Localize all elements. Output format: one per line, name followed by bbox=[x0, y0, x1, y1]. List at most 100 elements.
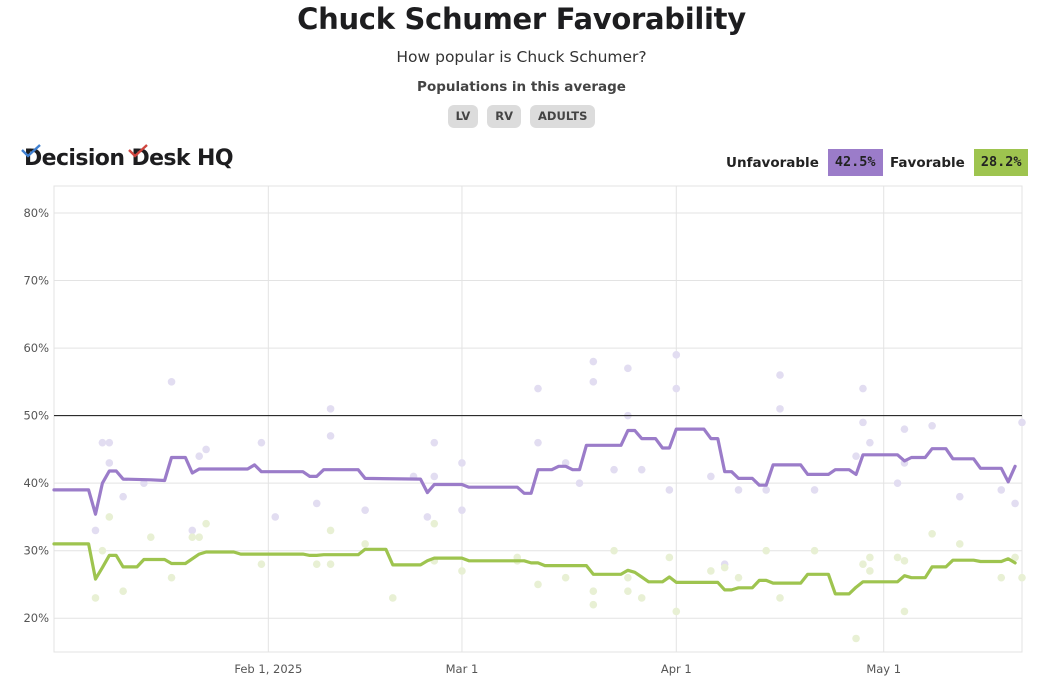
unfavorable-poll-dot bbox=[1011, 499, 1019, 508]
population-adults-button[interactable]: ADULTS bbox=[530, 105, 596, 128]
blue-check-icon bbox=[21, 144, 41, 158]
favorable-poll-dot bbox=[762, 546, 770, 555]
unfavorable-poll-dot bbox=[928, 421, 936, 430]
favorable-poll-dot bbox=[859, 560, 867, 569]
legend-favorable: Favorable 28.2% bbox=[890, 149, 1029, 176]
favorable-poll-dot bbox=[257, 560, 266, 569]
unfavorable-poll-dot bbox=[900, 425, 909, 433]
unfavorable-poll-dot bbox=[776, 371, 784, 379]
favorable-poll-dot bbox=[458, 567, 466, 575]
unfavorable-poll-dot bbox=[997, 486, 1006, 494]
logo-text-desk-hq: Desk HQ bbox=[131, 146, 233, 171]
favorable-poll-dot bbox=[1011, 553, 1019, 562]
favorable-poll-dot bbox=[707, 567, 715, 575]
x-tick-label: Mar 1 bbox=[446, 662, 479, 676]
favorable-poll-dot bbox=[589, 587, 598, 596]
y-tick-label: 80% bbox=[23, 206, 49, 220]
unfavorable-poll-dot bbox=[195, 452, 203, 460]
unfavorable-poll-dot bbox=[458, 459, 466, 467]
unfavorable-poll-dot bbox=[423, 513, 432, 521]
unfavorable-poll-dot bbox=[707, 472, 715, 481]
y-tick-label: 40% bbox=[23, 476, 49, 490]
unfavorable-poll-dot bbox=[893, 479, 902, 487]
favorable-poll-dot bbox=[167, 573, 176, 582]
favorable-poll-dot bbox=[955, 540, 964, 548]
favorable-poll-dot bbox=[589, 600, 598, 609]
favorable-poll-dot bbox=[195, 533, 203, 541]
favorable-average-line bbox=[52, 542, 1017, 596]
favorable-poll-dot bbox=[430, 519, 439, 528]
favorability-chart[interactable]: 20% 30% 40% 50% 60% 70% 80% Feb 1, 2025 Mar 1 Apr… bbox=[0, 180, 1043, 685]
unfavorable-poll-dot bbox=[326, 432, 335, 440]
legend-unfavorable-value: 42.5% bbox=[827, 149, 883, 176]
populations-filter: LV RV ADULTS bbox=[0, 105, 1043, 128]
favorable-poll-dot bbox=[637, 594, 646, 602]
unfavorable-poll-dot bbox=[1018, 418, 1026, 427]
unfavorable-poll-dot bbox=[866, 438, 874, 447]
unfavorable-poll-dot bbox=[167, 378, 176, 386]
y-tick-label: 70% bbox=[23, 274, 49, 288]
unfavorable-poll-dot bbox=[665, 486, 674, 494]
favorable-poll-dot bbox=[734, 573, 743, 582]
unfavorable-poll-dot bbox=[91, 526, 100, 535]
favorable-poll-dot bbox=[91, 594, 100, 602]
favorable-poll-dot bbox=[561, 573, 570, 582]
unfavorable-poll-dot bbox=[852, 452, 860, 460]
x-tick-label: Feb 1, 2025 bbox=[234, 662, 302, 676]
unfavorable-poll-dot bbox=[637, 465, 646, 474]
chart-title: Chuck Schumer Favorability bbox=[297, 2, 746, 36]
favorable-poll-dot bbox=[665, 553, 674, 562]
logo-word-2: Desk HQ bbox=[128, 144, 234, 171]
favorable-poll-dot bbox=[326, 526, 335, 535]
unfavorable-poll-dot bbox=[430, 438, 439, 447]
population-lv-button[interactable]: LV bbox=[447, 105, 479, 128]
y-tick-label: 60% bbox=[23, 341, 49, 355]
legend-unfavorable-label: Unfavorable bbox=[726, 154, 819, 171]
unfavorable-poll-dot bbox=[589, 357, 598, 366]
favorable-poll-dot bbox=[810, 546, 819, 555]
unfavorable-poll-dot bbox=[762, 486, 770, 494]
favorable-poll-dot bbox=[312, 560, 321, 569]
logo-word-1: Decision bbox=[21, 144, 125, 171]
favorable-poll-dot bbox=[900, 557, 909, 565]
unfavorable-poll-dot bbox=[98, 438, 107, 447]
favorable-poll-dot bbox=[534, 580, 542, 589]
unfavorable-poll-dot bbox=[810, 486, 819, 494]
favorable-poll-dot bbox=[866, 567, 874, 575]
unfavorable-poll-dot bbox=[119, 492, 127, 501]
favorable-poll-dot bbox=[866, 553, 874, 562]
decision-desk-logo: Decision Desk HQ bbox=[21, 144, 234, 171]
favorable-poll-dot bbox=[1018, 573, 1026, 582]
x-tick-label: May 1 bbox=[866, 662, 901, 676]
y-tick-label: 20% bbox=[23, 611, 49, 625]
unfavorable-poll-dot bbox=[458, 506, 466, 514]
unfavorable-poll-dot bbox=[326, 405, 335, 413]
favorable-poll-dot bbox=[624, 573, 632, 582]
favorable-poll-dot bbox=[610, 546, 618, 555]
red-check-icon bbox=[128, 144, 149, 158]
unfavorable-poll-dot bbox=[534, 384, 542, 393]
unfavorable-poll-dot bbox=[859, 384, 867, 393]
unfavorable-average-line bbox=[52, 427, 1017, 516]
population-rv-button[interactable]: RV bbox=[487, 105, 522, 128]
favorable-poll-dot bbox=[852, 634, 860, 643]
unfavorable-poll-dot bbox=[575, 479, 584, 487]
legend-unfavorable: Unfavorable 42.5% bbox=[726, 149, 883, 176]
unfavorable-poll-dot bbox=[672, 351, 681, 359]
favorable-poll-dot bbox=[893, 553, 902, 562]
logo-text-decision: Decision bbox=[24, 146, 125, 171]
y-tick-label: 30% bbox=[23, 544, 49, 558]
favorable-poll-dot bbox=[624, 587, 632, 596]
unfavorable-poll-dot bbox=[105, 438, 114, 447]
legend-favorable-value: 28.2% bbox=[973, 149, 1029, 176]
chart-subtitle: How popular is Chuck Schumer? bbox=[396, 48, 647, 66]
favorable-poll-dot bbox=[720, 563, 729, 572]
unfavorable-poll-dot bbox=[257, 438, 266, 447]
unfavorable-poll-dot bbox=[859, 418, 867, 427]
unfavorable-poll-dot bbox=[610, 465, 618, 474]
unfavorable-poll-dot bbox=[589, 378, 598, 386]
unfavorable-poll-dot bbox=[672, 384, 681, 393]
favorable-poll-dot bbox=[900, 607, 909, 616]
unfavorable-poll-dot bbox=[734, 486, 743, 494]
favorable-poll-dot bbox=[147, 533, 155, 541]
